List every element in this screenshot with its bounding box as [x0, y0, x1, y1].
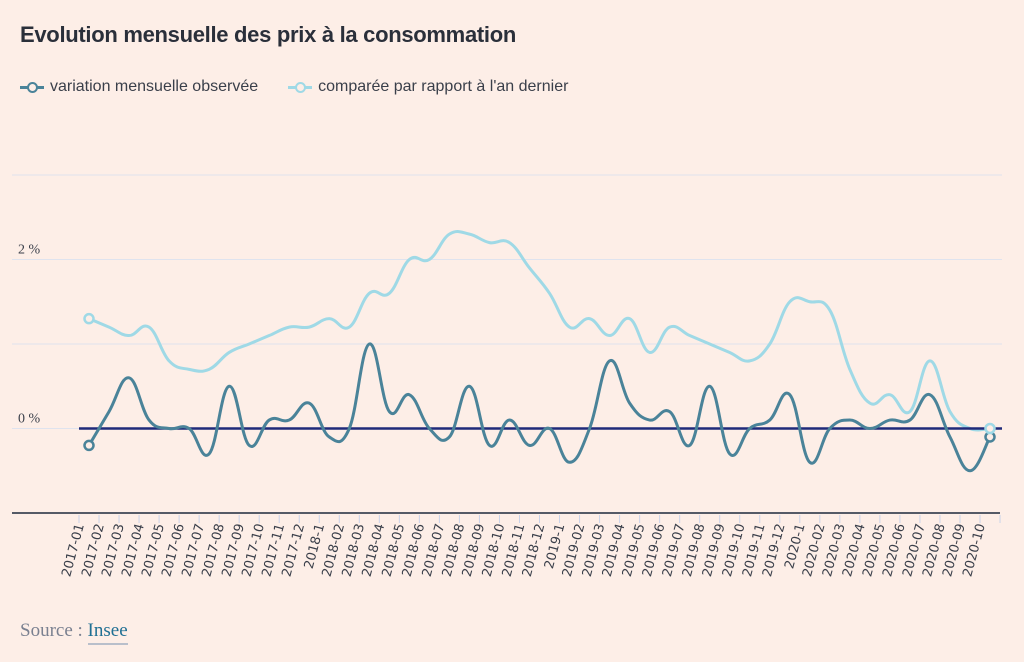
line-marker-icon — [20, 81, 44, 93]
source-label: Source : — [20, 620, 83, 641]
chart-title: Evolution mensuelle des prix à la consom… — [20, 22, 516, 47]
series-line-yearly — [88, 229, 991, 432]
source: Source : Insee — [20, 620, 128, 645]
y-tick-label: 2 % — [18, 243, 41, 258]
data-point-monthly — [83, 439, 95, 452]
series-line-monthly — [87, 342, 992, 473]
data-point-yearly — [984, 422, 996, 435]
y-tick-label: 0 % — [18, 412, 41, 427]
legend-item-yearly[interactable]: comparée par rapport à l'an dernier — [288, 78, 568, 96]
source-link[interactable]: Insee — [87, 620, 128, 645]
legend: variation mensuelle observée comparée pa… — [20, 78, 568, 96]
line-marker-icon — [288, 81, 313, 93]
data-point-yearly — [83, 312, 95, 325]
legend-item-monthly[interactable]: variation mensuelle observée — [20, 78, 258, 96]
legend-label: variation mensuelle observée — [50, 78, 259, 95]
legend-label: comparée par rapport à l'an dernier — [318, 78, 569, 95]
